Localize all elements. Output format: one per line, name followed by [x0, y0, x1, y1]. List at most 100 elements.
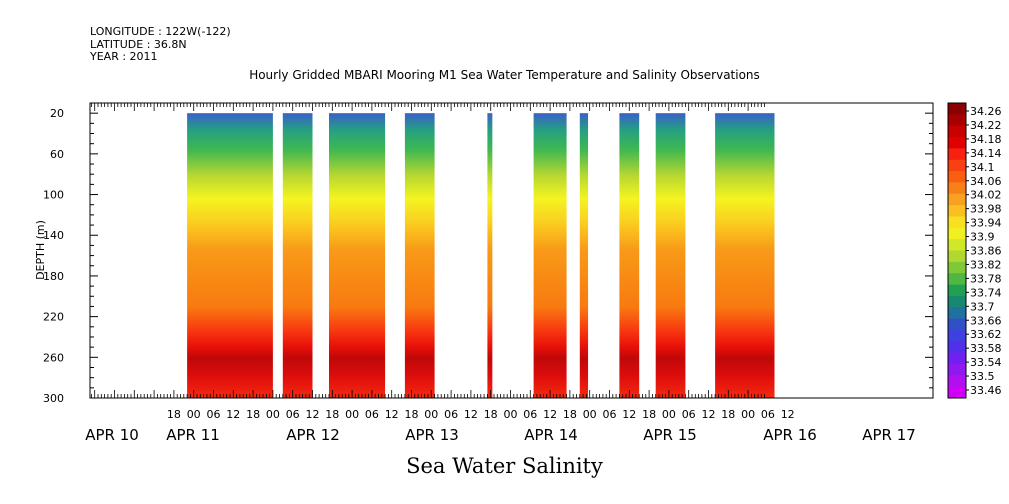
latitude-label: LATITUDE : 36.8N — [90, 38, 187, 51]
x-hour-label-16: 18 — [484, 408, 498, 421]
x-hour-label-25: 00 — [662, 408, 676, 421]
colorbar-label-7: 33.98 — [970, 203, 1002, 216]
colorbar-label-5: 34.06 — [970, 175, 1002, 188]
x-day-label-7: APR 17 — [862, 426, 916, 444]
colorbar-label-16: 33.62 — [970, 328, 1002, 341]
y-tick-label-300: 300 — [43, 392, 64, 405]
data-segment-5 — [533, 113, 567, 398]
x-hour-label-24: 18 — [642, 408, 656, 421]
x-hour-label-2: 06 — [207, 408, 221, 421]
x-hour-label-30: 06 — [761, 408, 775, 421]
x-hour-label-21: 00 — [583, 408, 597, 421]
colorbar-swatch-7 — [948, 182, 966, 195]
x-axis-title: Sea Water Salinity — [406, 454, 603, 478]
colorbar-swatch-23 — [948, 363, 966, 376]
longitude-label: LONGITUDE : 122W(-122) — [90, 25, 231, 38]
chart-title: Hourly Gridded MBARI Mooring M1 Sea Wate… — [249, 68, 760, 82]
colorbar-label-8: 33.94 — [970, 217, 1002, 230]
x-hour-label-27: 12 — [702, 408, 716, 421]
colorbar-label-6: 34.02 — [970, 189, 1002, 202]
colorbar-label-11: 33.82 — [970, 258, 1002, 271]
x-hour-label-12: 18 — [405, 408, 419, 421]
x-hour-label-11: 12 — [385, 408, 399, 421]
x-hour-label-23: 12 — [622, 408, 636, 421]
y-tick-label-140: 140 — [43, 229, 64, 242]
colorbar-swatch-10 — [948, 216, 966, 229]
data-segment-0 — [187, 113, 273, 398]
colorbar-label-18: 33.54 — [970, 356, 1002, 369]
x-hour-label-10: 06 — [365, 408, 379, 421]
colorbar-swatch-15 — [948, 273, 966, 286]
colorbar-label-19: 33.5 — [970, 370, 995, 383]
colorbar-swatch-16 — [948, 284, 966, 297]
x-hour-label-0: 18 — [167, 408, 181, 421]
colorbar-label-17: 33.58 — [970, 342, 1002, 355]
colorbar-swatch-24 — [948, 375, 966, 388]
colorbar-swatch-13 — [948, 250, 966, 263]
colorbar-label-15: 33.66 — [970, 314, 1002, 327]
colorbar-swatch-20 — [948, 329, 966, 342]
data-segments — [187, 113, 775, 398]
colorbar-swatch-8 — [948, 193, 966, 206]
x-hour-label-4: 18 — [246, 408, 260, 421]
colorbar-swatch-14 — [948, 261, 966, 274]
data-segment-2 — [329, 113, 386, 398]
colorbar-swatch-0 — [948, 103, 966, 115]
x-hour-label-19: 12 — [543, 408, 557, 421]
colorbar-swatch-17 — [948, 295, 966, 308]
plot-frame — [89, 102, 934, 399]
colorbar-swatch-18 — [948, 307, 966, 320]
colorbar-swatch-11 — [948, 227, 966, 240]
year-label: YEAR : 2011 — [90, 50, 158, 63]
colorbar-label-1: 34.22 — [970, 119, 1002, 132]
x-hour-label-5: 00 — [266, 408, 280, 421]
colorbar-swatch-25 — [948, 386, 966, 399]
x-hour-label-18: 06 — [523, 408, 537, 421]
colorbar-swatch-12 — [948, 239, 966, 251]
colorbar-label-2: 34.18 — [970, 133, 1002, 146]
colorbar-label-14: 33.7 — [970, 300, 995, 313]
colorbar-swatch-9 — [948, 205, 966, 217]
colorbar-label-20: 33.46 — [970, 384, 1002, 397]
colorbar-swatch-2 — [948, 125, 966, 138]
x-day-label-3: APR 13 — [405, 426, 459, 444]
x-hour-label-15: 12 — [464, 408, 478, 421]
y-tick-label-60: 60 — [50, 148, 64, 161]
colorbar-label-13: 33.74 — [970, 286, 1002, 299]
x-hour-label-26: 06 — [682, 408, 696, 421]
x-day-label-2: APR 12 — [286, 426, 340, 444]
colorbar-swatch-22 — [948, 352, 966, 365]
x-hour-label-22: 06 — [603, 408, 617, 421]
colorbar-label-9: 33.9 — [970, 231, 995, 244]
x-day-label-6: APR 16 — [763, 426, 817, 444]
colorbar-swatch-21 — [948, 341, 966, 354]
y-tick-label-260: 260 — [43, 351, 64, 364]
y-tick-label-100: 100 — [43, 189, 64, 202]
colorbar-label-10: 33.86 — [970, 245, 1002, 258]
x-hour-label-8: 18 — [325, 408, 339, 421]
colorbar-label-0: 34.26 — [970, 105, 1002, 118]
colorbar-swatch-6 — [948, 171, 966, 183]
colorbar-swatch-5 — [948, 159, 966, 172]
colorbar-label-4: 34.1 — [970, 161, 995, 174]
x-hour-label-9: 00 — [345, 408, 359, 421]
data-segment-3 — [404, 113, 435, 398]
colorbar-swatch-3 — [948, 137, 966, 149]
data-segment-6 — [579, 113, 589, 398]
x-hour-label-29: 00 — [741, 408, 755, 421]
data-segment-4 — [487, 113, 493, 398]
colorbar-swatch-1 — [948, 114, 966, 127]
x-day-label-0: APR 10 — [85, 426, 139, 444]
x-hour-label-20: 18 — [563, 408, 577, 421]
x-axis: 18 00 06 12 18 00 06 12 18 00 06 12 18 00 06 12 18 00 06 12… — [85, 103, 916, 444]
x-hour-label-14: 06 — [444, 408, 458, 421]
x-hour-label-1: 00 — [187, 408, 201, 421]
x-hour-label-3: 12 — [226, 408, 240, 421]
x-day-label-4: APR 14 — [524, 426, 578, 444]
x-hour-label-13: 00 — [424, 408, 438, 421]
y-tick-label-20: 20 — [50, 107, 64, 120]
data-segment-7 — [619, 113, 640, 398]
y-axis: 20 60 100 140 180 220 260 300 — [43, 102, 933, 405]
data-segment-1 — [282, 113, 313, 398]
